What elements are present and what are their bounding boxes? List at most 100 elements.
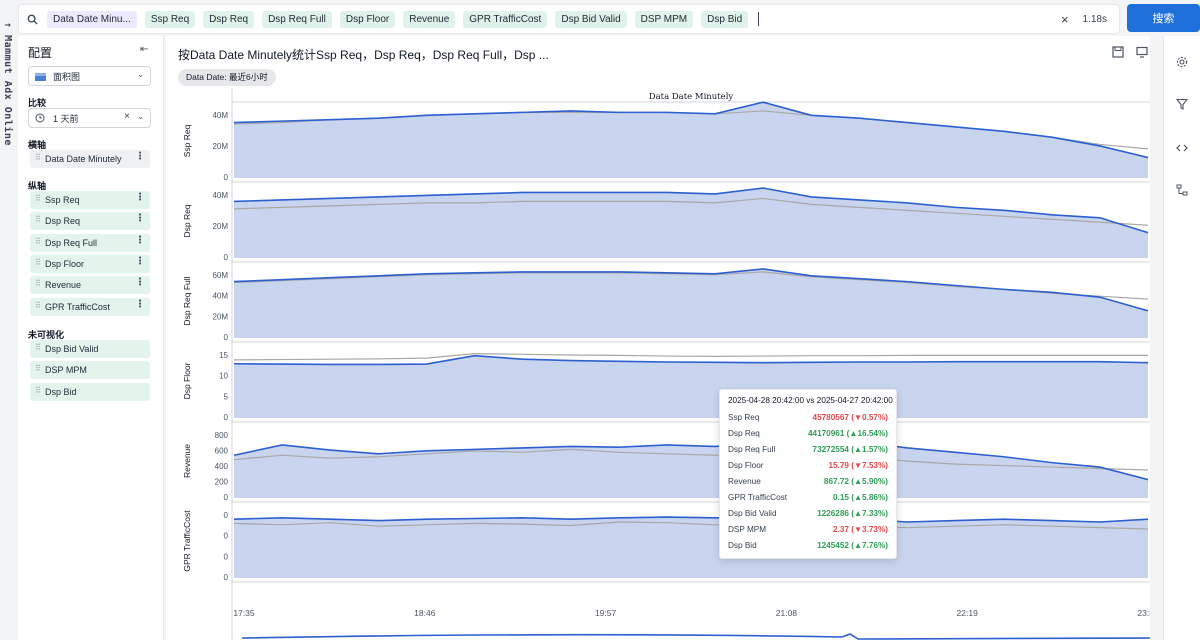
panel-axis-label: Dsp Req	[182, 204, 192, 237]
collapse-panel-icon[interactable]: ⇤	[140, 44, 149, 55]
config-field-item[interactable]: ⠿ Dsp Bid	[30, 382, 150, 401]
config-panel: 配置 ⇤ 面积图 ⌄ 比较 1 天前 × ⌄ 横轴 ⠿ Data Date Min…	[18, 36, 164, 640]
code-icon[interactable]	[1176, 142, 1188, 154]
filter-icon[interactable]	[1176, 98, 1188, 110]
monitor-icon[interactable]	[1136, 46, 1148, 58]
area-chart-icon	[35, 73, 46, 81]
x-axis-label: 横轴	[28, 140, 47, 150]
unvisualized-label: 未可视化	[28, 330, 65, 340]
config-field-label: Dsp Bid	[45, 386, 77, 397]
app-title: ↑ Mammut Adx Online	[2, 22, 13, 146]
config-field-item[interactable]: ⠿ Ssp Req ⋮	[30, 191, 150, 209]
y-tick-label: 0	[224, 573, 229, 582]
y-tick-label: 20M	[212, 142, 228, 151]
query-bar-right: × 1.18s	[1061, 5, 1107, 33]
compare-value: 1 天前	[53, 113, 79, 124]
config-field-item[interactable]: ⠿ Dsp Bid Valid	[30, 340, 150, 358]
drag-handle-icon[interactable]: ⠿	[35, 215, 41, 225]
config-field-item[interactable]: ⠿ DSP MPM	[30, 361, 150, 380]
query-chip[interactable]: Dsp Bid Valid	[555, 10, 627, 28]
app-title-arrow-icon: ↑	[2, 22, 13, 29]
x-tick-label: 23:30	[1137, 608, 1150, 618]
tooltip-metric-value: 15.79 (▼7.53%)	[828, 460, 888, 470]
compare-select[interactable]: 1 天前 × ⌄	[28, 108, 151, 128]
series-compare-line	[233, 448, 1149, 471]
tooltip-metric-name: Ssp Req	[728, 412, 760, 422]
config-field-label: Dsp Req Full	[45, 237, 98, 248]
query-chip[interactable]: Revenue	[403, 10, 456, 28]
drag-handle-icon[interactable]: ⠿	[35, 153, 41, 162]
clear-compare-icon[interactable]: ×	[124, 111, 130, 122]
clear-query-icon[interactable]: ×	[1060, 11, 1069, 27]
search-button[interactable]: 搜索	[1127, 4, 1200, 32]
config-field-item[interactable]: ⠿ Dsp Req Full ⋮	[30, 233, 150, 252]
y-axis-label: 纵轴	[28, 181, 47, 191]
more-options-icon[interactable]: ⋮	[135, 298, 145, 310]
compare-label: 比较	[28, 98, 47, 108]
more-options-icon[interactable]: ⋮	[135, 213, 145, 225]
tooltip-row: Dsp Bid Valid 1226286 (▲7.33%)	[728, 505, 888, 521]
y-tick-label: 5	[224, 392, 229, 401]
y-tick-label: 0	[224, 532, 229, 541]
settings-gear-icon[interactable]	[1176, 56, 1188, 68]
more-options-icon[interactable]: ⋮	[135, 277, 145, 289]
config-field-item[interactable]: ⠿ Data Date Minutely ⋮	[30, 150, 150, 168]
panel-axis-label: Ssp Req	[182, 124, 192, 157]
more-options-icon[interactable]: ⋮	[135, 234, 145, 246]
tooltip-metric-value: 45780567 (▼0.57%)	[812, 412, 888, 422]
drag-handle-icon[interactable]: ⠿	[35, 194, 41, 203]
chart-type-select[interactable]: 面积图 ⌄	[28, 66, 151, 86]
config-field-item[interactable]: ⠿ Dsp Floor ⋮	[30, 254, 150, 273]
chevron-down-icon: ⌄	[137, 112, 144, 121]
drag-handle-icon[interactable]: ⠿	[35, 236, 41, 246]
tooltip-row: Dsp Bid 1245452 (▲7.76%)	[728, 537, 888, 553]
right-tool-rail	[1163, 36, 1200, 640]
panel-axis-label: Dsp Floor	[182, 362, 192, 399]
config-field-item[interactable]: ⠿ Dsp Req ⋮	[30, 212, 150, 231]
query-chip[interactable]: Dsp Floor	[339, 10, 396, 28]
config-field-item[interactable]: ⠿ Revenue ⋮	[30, 276, 150, 295]
drag-handle-icon[interactable]: ⠿	[35, 343, 41, 352]
tooltip-row: Dsp Req 44170961 (▲16.54%)	[728, 425, 888, 441]
query-chip[interactable]: DSP MPM	[634, 10, 694, 28]
drag-handle-icon[interactable]: ⠿	[35, 364, 41, 374]
tooltip-metric-name: Dsp Bid	[728, 540, 757, 550]
panel-axis-label: Revenue	[182, 444, 192, 478]
query-chip[interactable]: Dsp Req Full	[262, 10, 332, 28]
save-icon[interactable]	[1112, 46, 1124, 58]
y-tick-label: 40M	[212, 292, 228, 301]
query-chip[interactable]: Dsp Bid	[701, 10, 749, 28]
y-tick-label: 0	[224, 552, 229, 561]
query-chip[interactable]: Data Date Minu...	[47, 10, 137, 28]
y-tick-label: 0	[224, 413, 229, 422]
series-current-line	[233, 439, 1149, 481]
drag-handle-icon[interactable]: ⠿	[35, 300, 41, 310]
data-flow-icon[interactable]	[1176, 184, 1188, 196]
tooltip-row: DSP MPM 2.37 (▼3.73%)	[728, 521, 888, 537]
area-chart[interactable]: Data Date Minutely 40M 20M 0 Ssp Req 40M 20M 0 D…	[166, 88, 1150, 640]
chart-type-value: 面积图	[53, 71, 81, 82]
drag-handle-icon[interactable]: ⠿	[35, 279, 41, 289]
more-options-icon[interactable]: ⋮	[135, 192, 145, 203]
query-chip[interactable]: Ssp Req	[144, 10, 196, 28]
config-field-label: DSP MPM	[45, 365, 87, 376]
y-tick-label: 0	[224, 333, 229, 342]
query-bar[interactable]: Data Date Minu... Ssp Req Dsp Req Dsp Req F…	[18, 4, 1120, 34]
tooltip-row: Dsp Req Full 73272554 (▲1.57%)	[728, 441, 888, 457]
config-field-item[interactable]: ⠿ GPR TrafficCost ⋮	[30, 297, 150, 316]
date-filter-pill[interactable]: Data Date: 最近6小时	[178, 69, 276, 86]
series-compare-line	[233, 197, 1149, 226]
query-chip[interactable]: Dsp Req	[203, 10, 255, 28]
tooltip-metric-value: 73272554 (▲1.57%)	[812, 444, 888, 454]
config-field-label: Dsp Bid Valid	[45, 344, 99, 354]
more-options-icon[interactable]: ⋮	[135, 151, 145, 162]
drag-handle-icon[interactable]: ⠿	[35, 257, 41, 267]
drag-handle-icon[interactable]: ⠿	[35, 385, 41, 395]
x-tick-label: 17:35	[233, 608, 255, 618]
more-options-icon[interactable]: ⋮	[135, 255, 145, 267]
x-tick-label: 22:19	[957, 608, 979, 618]
y-tick-label: 20M	[212, 222, 228, 231]
query-chip[interactable]: GPR TrafficCost	[463, 10, 548, 28]
config-field-label: Data Date Minutely	[45, 154, 122, 164]
x-tick-label: 19:57	[595, 608, 617, 618]
